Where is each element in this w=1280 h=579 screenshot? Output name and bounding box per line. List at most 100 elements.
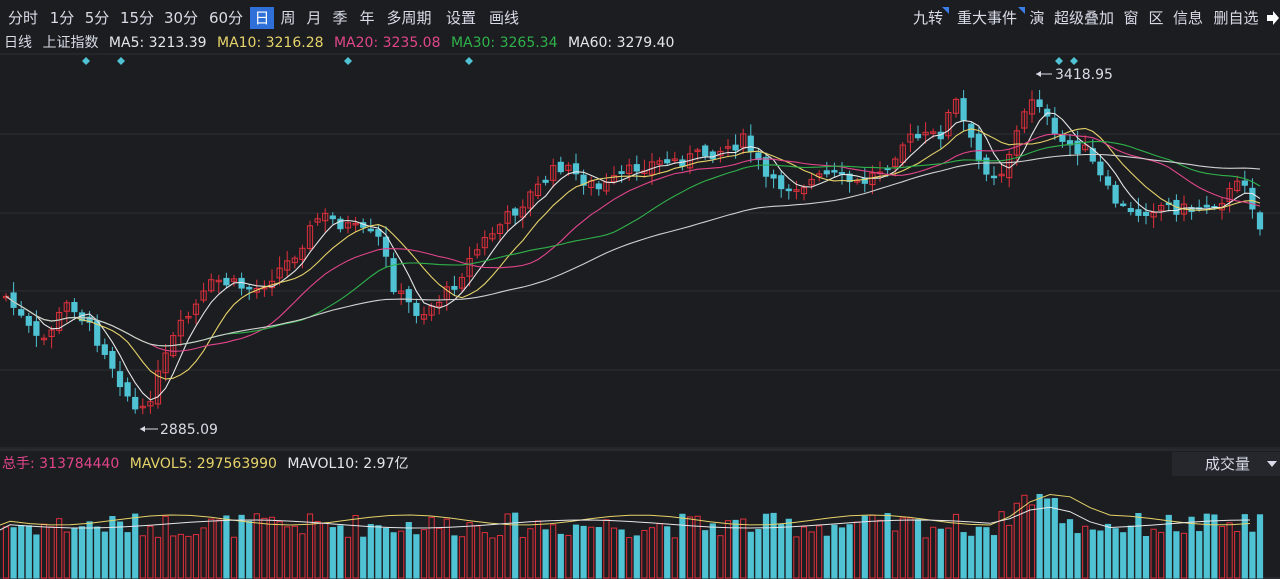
volume-bar [922, 537, 929, 579]
candle-body [33, 321, 40, 336]
candle-body [451, 285, 458, 290]
candle-body [565, 164, 572, 171]
volume-bar [428, 516, 435, 579]
indicator-selector[interactable]: 成交量 [1172, 452, 1280, 476]
volume-bar [671, 537, 678, 579]
draw-line-button[interactable]: 画线 [488, 9, 519, 27]
volume-bar [1249, 531, 1256, 579]
export-arrow-icon[interactable] [1264, 7, 1280, 29]
volume-bar [10, 527, 17, 579]
candle-body [56, 311, 63, 331]
info-button[interactable]: 信息 [1172, 9, 1203, 27]
volume-bar [907, 517, 914, 579]
volume-bar [838, 527, 846, 579]
period-tab-15min[interactable]: 15分 [119, 9, 155, 27]
period-tab-year[interactable]: 年 [359, 9, 375, 27]
demo-button[interactable]: 演 [1029, 9, 1045, 27]
volume-bar [854, 521, 861, 579]
volume-bar [246, 520, 253, 579]
candle-body [740, 133, 747, 148]
window-button[interactable]: 窗 [1123, 9, 1139, 27]
candle-body [299, 247, 306, 260]
candle-body [139, 405, 146, 409]
volume-bar [398, 530, 405, 579]
candle-body [246, 286, 253, 290]
volume-bar [747, 531, 754, 579]
volume-bar [717, 535, 724, 579]
candle-body [18, 309, 25, 316]
multi-period-button[interactable]: 多周期 [386, 9, 432, 27]
volume-bar [952, 513, 960, 579]
period-tab-分时[interactable]: 分时 [7, 9, 38, 27]
candle-body [770, 174, 777, 179]
candle-body [322, 212, 329, 222]
volume-bar [1196, 531, 1203, 579]
volume-bar [291, 525, 298, 579]
volume-bar [664, 526, 671, 579]
major-events-button[interactable]: 重大事件 [956, 9, 1017, 27]
event-diamond-icon [117, 57, 125, 65]
volume-bar [990, 535, 998, 579]
volume-bar [481, 532, 488, 579]
volume-bar [709, 523, 716, 579]
volume-bar [458, 536, 466, 579]
period-tab-5min[interactable]: 5分 [84, 9, 110, 27]
volume-bar [1150, 528, 1157, 579]
volume-bar [1044, 498, 1051, 579]
period-label: 日线 [4, 35, 32, 51]
candle-body [40, 337, 48, 341]
event-diamond-icon [465, 57, 473, 65]
volume-bar [1021, 494, 1028, 579]
candle-body [899, 144, 906, 163]
ma10-value: MA10: 3216.28 [216, 35, 324, 51]
candle-body [831, 170, 838, 173]
volume-bar [542, 529, 549, 579]
super-overlay-button[interactable]: 超级叠加 [1053, 9, 1114, 27]
period-tab-1min[interactable]: 1分 [49, 9, 75, 27]
period-tab-month[interactable]: 月 [306, 9, 322, 27]
candle-body [496, 224, 504, 234]
volume-bar [1120, 532, 1127, 579]
period-tab-week[interactable]: 周 [280, 9, 296, 27]
volume-bar [998, 511, 1005, 579]
period-tab-day[interactable]: 日 [250, 7, 274, 29]
candle-body [1241, 180, 1248, 186]
settings-button[interactable]: 设置 [445, 9, 476, 27]
candle-body [466, 258, 473, 277]
candle-body [177, 319, 184, 337]
candle-body [132, 396, 139, 410]
volume-bar [968, 535, 975, 579]
period-tab-60min[interactable]: 60分 [208, 9, 244, 27]
low-arrow-icon [140, 426, 145, 432]
volume-bar [656, 523, 663, 579]
candle-body [626, 164, 633, 174]
volume-bar [808, 531, 815, 579]
volume-bar [816, 525, 823, 579]
candle-body [580, 174, 587, 186]
volume-bar [762, 513, 770, 579]
candle-body [732, 144, 739, 151]
volume-bar [610, 527, 618, 579]
volume-bar [937, 528, 944, 579]
candle-body [436, 301, 443, 307]
volume-bar [177, 533, 184, 579]
volume-bar [230, 536, 238, 579]
volume-bar [101, 531, 108, 579]
candle-body [702, 145, 709, 157]
volume-bar [884, 513, 891, 579]
period-tab-30min[interactable]: 30分 [163, 9, 199, 27]
volume-bar [565, 534, 572, 579]
candle-body [823, 170, 830, 175]
volume-bar [846, 524, 853, 579]
zone-button[interactable]: 区 [1148, 9, 1164, 27]
nine-turn-button[interactable]: 九转 [912, 9, 943, 27]
event-diamond-icon [82, 57, 90, 65]
candle-body [892, 158, 899, 168]
remove-watchlist-button[interactable]: 删自选 [1213, 9, 1259, 27]
period-tab-season[interactable]: 季 [332, 9, 348, 27]
candle-body [1226, 188, 1233, 202]
candle-body [534, 183, 542, 197]
candle-body [367, 228, 374, 232]
candle-body [709, 151, 716, 160]
